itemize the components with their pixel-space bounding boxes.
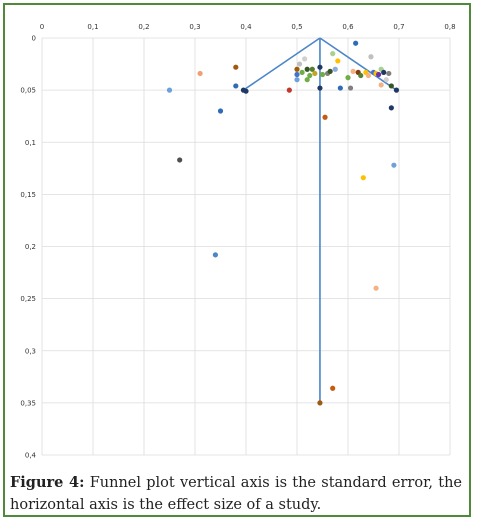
study-point <box>304 77 310 83</box>
x-tick-label: 0,3 <box>189 23 200 31</box>
study-point <box>317 400 323 406</box>
study-point <box>319 71 326 78</box>
figure-caption: Figure 4: Funnel plot vertical axis is t… <box>10 472 462 516</box>
study-point <box>358 72 364 79</box>
study-point <box>296 61 303 67</box>
study-point <box>304 66 310 72</box>
x-tick-label: 0 <box>40 23 44 31</box>
study-point <box>243 88 249 94</box>
study-point <box>386 70 392 77</box>
study-point <box>317 85 323 91</box>
study-point <box>286 87 292 93</box>
x-tick-label: 0,1 <box>87 23 98 31</box>
study-point <box>383 77 389 83</box>
y-tick-label: 0,4 <box>25 452 37 460</box>
study-point <box>294 66 300 72</box>
x-tick-label: 0,6 <box>342 23 354 31</box>
study-point <box>317 64 323 70</box>
study-point <box>309 66 315 72</box>
study-point <box>335 58 341 64</box>
study-point <box>345 75 351 81</box>
study-point <box>294 77 300 83</box>
study-point <box>368 54 374 60</box>
x-tick-label: 0,5 <box>291 23 302 31</box>
study-point <box>391 162 397 168</box>
study-point <box>381 69 387 76</box>
study-point <box>330 51 336 57</box>
study-point <box>337 85 343 91</box>
study-point <box>378 82 384 88</box>
study-point <box>212 252 218 258</box>
study-point <box>312 70 318 77</box>
study-point <box>233 64 239 70</box>
funnel-right-line <box>319 37 397 91</box>
study-point <box>322 114 328 120</box>
x-tick-label: 0,2 <box>138 23 149 31</box>
study-point <box>294 71 300 78</box>
study-point <box>388 83 394 89</box>
study-point <box>376 71 382 78</box>
study-point <box>350 68 356 74</box>
study-point <box>365 72 371 79</box>
study-point <box>353 40 359 46</box>
caption-label: Figure 4: <box>10 474 85 491</box>
y-tick-label: 0,3 <box>25 347 36 355</box>
study-point <box>330 385 336 391</box>
y-tick-label: 0,1 <box>25 139 36 147</box>
study-point <box>332 66 338 72</box>
study-point <box>299 69 305 76</box>
study-point <box>217 108 224 114</box>
study-point <box>233 83 239 89</box>
study-point <box>166 87 173 93</box>
y-tick-label: 0,35 <box>20 399 36 407</box>
funnel-left-line <box>242 37 321 91</box>
funnel-plot: 0 0,1 0,2 0,3 0,4 0,5 0,6 0,7 0,8 0 0,05 0,1 0,15 0,2… <box>20 23 455 460</box>
x-tick-label: 0,4 <box>240 23 252 31</box>
study-point <box>327 68 333 74</box>
study-point <box>388 105 394 111</box>
y-tick-label: 0,2 <box>25 243 36 251</box>
study-point <box>177 157 183 163</box>
study-point <box>393 87 400 93</box>
study-point <box>307 72 313 79</box>
x-tick-label: 0,7 <box>393 23 404 31</box>
y-tick-label: 0,25 <box>20 295 36 303</box>
y-tick-label: 0 <box>32 35 36 43</box>
study-point <box>373 285 379 291</box>
study-point <box>347 85 354 91</box>
y-tick-label: 0,15 <box>20 191 36 199</box>
study-point <box>197 70 203 77</box>
study-point <box>302 56 308 62</box>
caption-text: Funnel plot vertical axis is the standar… <box>10 475 463 513</box>
x-tick-label: 0,8 <box>444 23 455 31</box>
study-point <box>360 175 366 181</box>
y-tick-label: 0,05 <box>20 87 36 95</box>
